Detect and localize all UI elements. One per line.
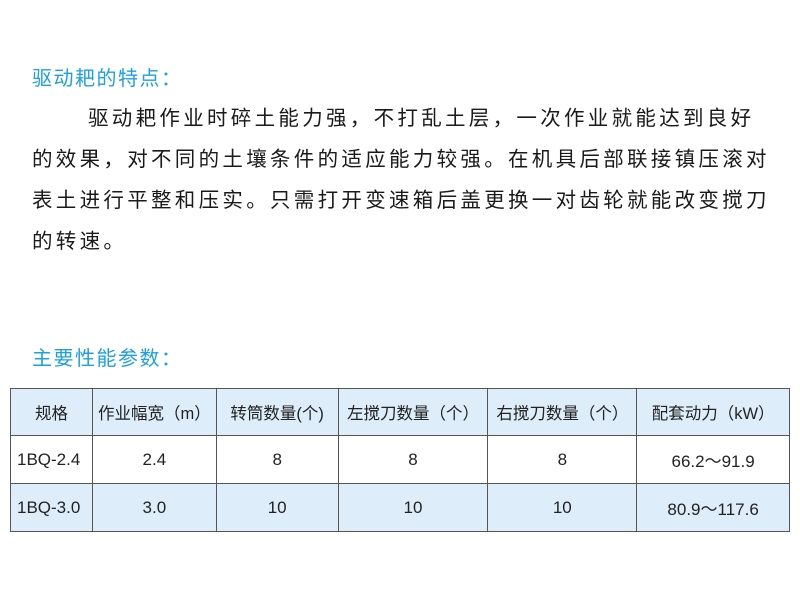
column-header: 配套动力（kW） xyxy=(636,388,790,436)
table-cell: 3.0 xyxy=(91,483,217,532)
paragraph-line: 的转速。 xyxy=(32,229,128,253)
features-heading: 驱动耙的特点： xyxy=(32,66,183,90)
paragraph-line: 驱动耙作业时碎土能力强，不打乱土层，一次作业就能达到良好 xyxy=(88,106,755,130)
table-cell: 8 xyxy=(337,435,489,484)
table-header-row: 规格 作业幅宽（m） 转筒数量(个) 左搅刀数量（个） 右搅刀数量（个） 配套动… xyxy=(10,388,790,436)
table-cell: 8 xyxy=(215,435,339,484)
paragraph-line: 的效果，对不同的土壤条件的适应能力较强。在机具后部联接镇压滚对 xyxy=(32,147,770,171)
table-row: 1BQ-2.4 2.4 8 8 8 66.2～91.9 xyxy=(10,435,790,484)
table-cell: 66.2～91.9 xyxy=(636,435,790,484)
specs-heading: 主要性能参数： xyxy=(32,346,183,370)
table-cell: 8 xyxy=(487,435,638,484)
column-header: 右搅刀数量（个） xyxy=(487,388,638,436)
table-cell: 80.9～117.6 xyxy=(636,483,790,532)
column-header: 作业幅宽（m） xyxy=(91,388,217,436)
table-cell: 1BQ-3.0 xyxy=(10,483,93,532)
table-cell: 10 xyxy=(215,483,339,532)
paragraph-line: 表土进行平整和压实。只需打开变速箱后盖更换一对齿轮就能改变搅刀 xyxy=(32,188,770,212)
column-header: 转筒数量(个) xyxy=(215,388,339,436)
table-cell: 2.4 xyxy=(91,435,217,484)
table-cell: 1BQ-2.4 xyxy=(10,435,93,484)
column-header: 规格 xyxy=(10,388,93,436)
table-cell: 10 xyxy=(337,483,489,532)
table-row: 1BQ-3.0 3.0 10 10 10 80.9～117.6 xyxy=(10,483,790,532)
specs-table: 规格 作业幅宽（m） 转筒数量(个) 左搅刀数量（个） 右搅刀数量（个） 配套动… xyxy=(10,388,790,532)
table-cell: 10 xyxy=(487,483,638,532)
column-header: 左搅刀数量（个） xyxy=(337,388,489,436)
